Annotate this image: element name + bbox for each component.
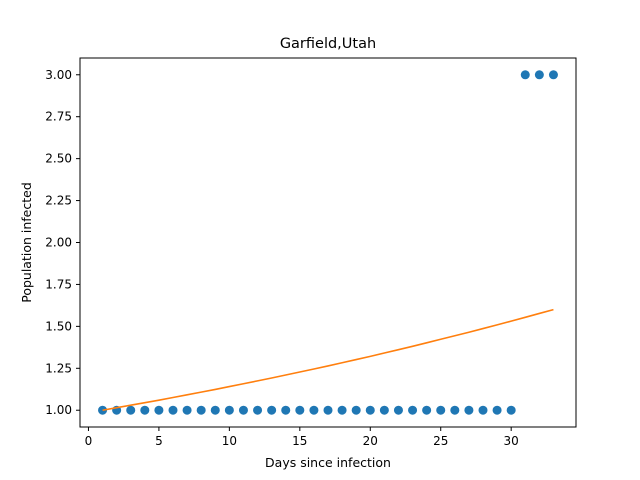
data-point (295, 405, 305, 415)
y-tick-label: 3.00 (45, 68, 72, 82)
data-point (253, 405, 263, 415)
fit-line (102, 308, 554, 412)
x-axis-ticks: 0 5 10 15 20 25 30 (85, 427, 519, 448)
x-tick-label: 20 (363, 434, 378, 448)
y-axis-label: Population infected (19, 182, 34, 303)
data-point (492, 405, 502, 415)
y-tick-label: 1.50 (45, 319, 72, 333)
y-tick-label: 1.25 (45, 361, 72, 375)
data-point (337, 405, 347, 415)
data-point (520, 70, 530, 80)
y-tick-label: 1.00 (45, 403, 72, 417)
data-point (309, 405, 319, 415)
data-point (182, 405, 192, 415)
data-point (450, 405, 460, 415)
y-tick-label: 1.75 (45, 277, 72, 291)
data-point (238, 405, 248, 415)
data-point (548, 70, 558, 80)
data-point (154, 405, 164, 415)
x-tick-label: 25 (433, 434, 448, 448)
y-tick-label: 2.50 (45, 152, 72, 166)
data-point (422, 405, 432, 415)
data-point (534, 70, 544, 80)
data-point (365, 405, 375, 415)
data-point (224, 405, 234, 415)
data-point (408, 405, 418, 415)
y-axis-ticks: 1.00 1.25 1.50 1.75 2.00 2.25 2.50 2.75 3.00 (45, 68, 80, 417)
data-point (436, 405, 446, 415)
data-point (506, 405, 516, 415)
x-tick-label: 5 (155, 434, 163, 448)
x-tick-label: 30 (504, 434, 519, 448)
data-point (393, 405, 403, 415)
data-point (126, 405, 136, 415)
data-point (196, 405, 206, 415)
x-tick-label: 0 (85, 434, 93, 448)
y-tick-label: 2.00 (45, 236, 72, 250)
data-point (140, 405, 150, 415)
data-point (351, 405, 361, 415)
plot-layer (98, 70, 558, 415)
data-point (210, 405, 220, 415)
x-tick-label: 10 (222, 434, 237, 448)
data-point (464, 405, 474, 415)
y-tick-label: 2.25 (45, 194, 72, 208)
data-point (168, 405, 178, 415)
data-point (281, 405, 291, 415)
data-point (323, 405, 333, 415)
data-point (379, 405, 389, 415)
chart-title: Garfield,Utah (280, 36, 376, 52)
y-tick-label: 2.75 (45, 110, 72, 124)
x-axis-label: Days since infection (265, 455, 391, 470)
data-point (267, 405, 277, 415)
x-tick-label: 15 (292, 434, 307, 448)
plot-area (80, 58, 576, 427)
data-point (478, 405, 488, 415)
